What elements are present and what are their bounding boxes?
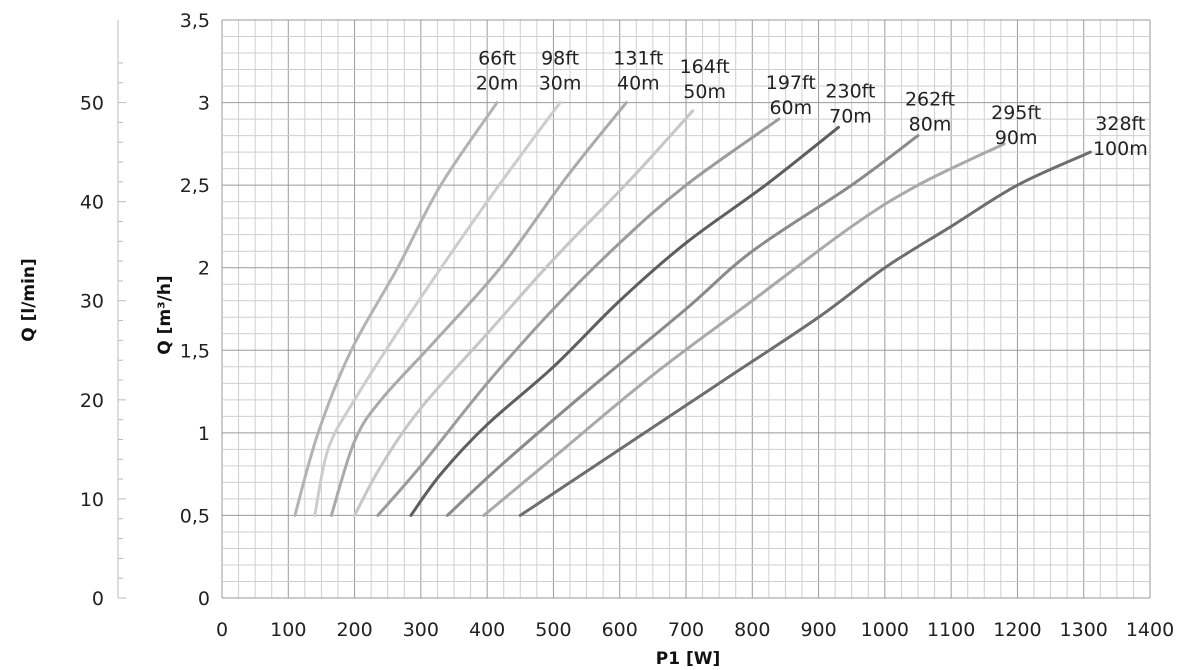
x-tick-label: 700 xyxy=(668,619,704,641)
tick-labels: 0 100 200 300 400 500 600 700 800 900 1000 1100 1200… xyxy=(180,10,1174,641)
series-curves xyxy=(293,101,1092,517)
y-tick-label: 0 xyxy=(198,588,210,610)
curve-label-ft: 295ft xyxy=(991,102,1041,124)
secondary-y-axis-title: Q [l/min] xyxy=(19,258,39,342)
curve-label-ft: 131ft xyxy=(613,48,663,70)
secondary-y-tick-label: 10 xyxy=(80,489,104,511)
series-line-50m xyxy=(353,109,695,517)
curve-label-ft: 197ft xyxy=(766,72,816,94)
y-axis-title: Q [m³/h] xyxy=(155,275,175,354)
secondary-y-tick-label: 30 xyxy=(80,291,104,313)
x-tick-label: 400 xyxy=(469,619,505,641)
x-tick-label: 300 xyxy=(403,619,439,641)
curve-label-m: 20m xyxy=(476,73,519,95)
series-line-100m xyxy=(518,150,1092,517)
series-line-70m xyxy=(409,125,840,517)
x-tick-label: 100 xyxy=(270,619,306,641)
series-line-60m xyxy=(376,117,781,517)
series-line-90m xyxy=(482,142,1006,517)
secondary-y-axis: 0 10 20 30 40 50 xyxy=(80,20,126,610)
curve-label-m: 100m xyxy=(1093,138,1148,160)
y-tick-label: 3 xyxy=(198,93,210,115)
curve-label-ft: 66ft xyxy=(478,48,516,70)
y-tick-label: 3,5 xyxy=(180,10,210,32)
curve-label-m: 60m xyxy=(769,97,812,119)
y-tick-label: 2 xyxy=(198,258,210,280)
x-tick-label: 1100 xyxy=(927,619,975,641)
curve-label-ft: 164ft xyxy=(680,56,730,78)
curve-label-ft: 98ft xyxy=(541,48,579,70)
x-tick-label: 1200 xyxy=(993,619,1041,641)
x-tick-label: 1400 xyxy=(1126,619,1174,641)
secondary-y-tick-label: 40 xyxy=(80,192,104,214)
x-tick-label: 600 xyxy=(602,619,638,641)
curve-label-m: 70m xyxy=(829,105,872,127)
curve-label-ft: 262ft xyxy=(905,89,955,111)
secondary-y-tick-label: 0 xyxy=(92,588,104,610)
curve-label-m: 50m xyxy=(683,81,726,103)
series-line-40m xyxy=(329,101,628,517)
x-tick-label: 1000 xyxy=(861,619,909,641)
grid xyxy=(221,19,1151,599)
x-axis-title: P1 [W] xyxy=(656,649,721,669)
curve-label-m: 90m xyxy=(995,127,1038,149)
secondary-y-tick-label: 20 xyxy=(80,390,104,412)
y-tick-label: 1 xyxy=(198,423,210,445)
x-tick-label: 200 xyxy=(336,619,372,641)
secondary-y-tick-label: 50 xyxy=(80,93,104,115)
y-tick-label: 1,5 xyxy=(180,340,210,362)
series-line-20m xyxy=(293,101,499,517)
curve-label-m: 30m xyxy=(539,73,582,95)
series-line-30m xyxy=(313,101,562,517)
curve-label-ft: 230ft xyxy=(825,80,875,102)
curve-label-m: 80m xyxy=(909,114,952,136)
series-line-80m xyxy=(445,134,920,517)
x-tick-label: 500 xyxy=(535,619,571,641)
y-tick-label: 2,5 xyxy=(180,175,210,197)
curve-labels: 66ft 20m 98ft 30m 131ft 40m 164ft 50m 197ft 60m 23… xyxy=(476,48,1148,161)
curve-label-m: 40m xyxy=(617,73,660,95)
x-tick-label: 900 xyxy=(800,619,836,641)
curve-label-ft: 328ft xyxy=(1095,113,1145,135)
y-tick-label: 0,5 xyxy=(180,505,210,527)
x-tick-label: 0 xyxy=(216,619,228,641)
x-tick-label: 800 xyxy=(734,619,770,641)
x-tick-label: 1300 xyxy=(1060,619,1108,641)
